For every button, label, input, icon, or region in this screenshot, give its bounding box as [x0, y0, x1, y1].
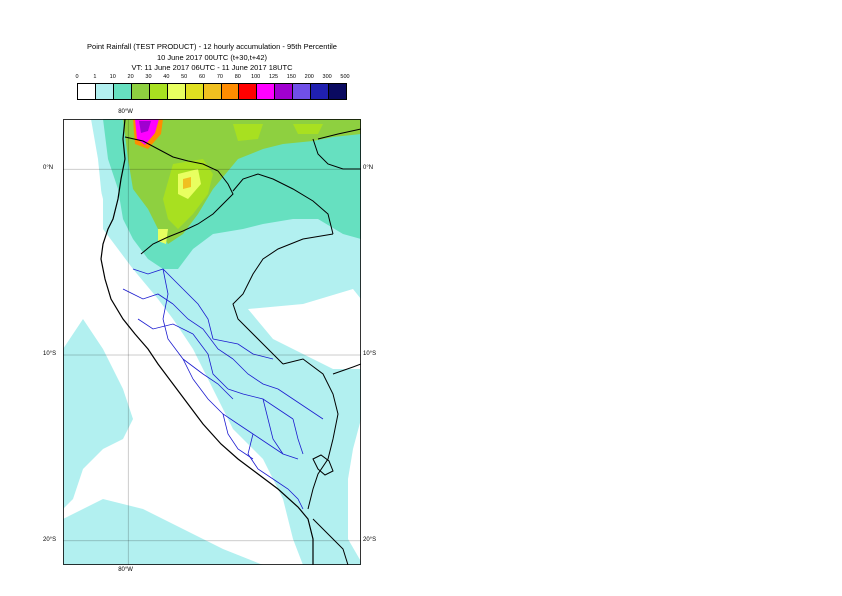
dry-area-west [63, 119, 103, 259]
colombia-brazil-border [317, 128, 362, 140]
legend-tick-label: 80 [234, 74, 241, 80]
peru-colombia-border [232, 173, 334, 235]
legend-tick-label: 500 [340, 74, 350, 80]
legend-tick-label: 200 [304, 74, 314, 80]
legend-tick-label: 300 [322, 74, 332, 80]
legend-swatch [185, 84, 204, 99]
legend-swatch [78, 84, 96, 99]
country-borders [100, 118, 362, 566]
lat-label-10s-left: 10°S [43, 351, 57, 357]
legend-swatch [239, 84, 258, 99]
legend-swatch [221, 84, 240, 99]
lat-label-10s-right: 10°S [363, 351, 377, 357]
ecuador-peru-border [124, 136, 234, 255]
rainfall-map [63, 118, 362, 566]
rain-area-1-10-south [63, 499, 263, 565]
legend-tick-labels: 0 1 10 20 30 40 50 60 70 80 100 125 150 200 300 500 [75, 74, 350, 83]
lat-label-20s-left: 20°S [43, 536, 57, 543]
legend-tick-label: 50 [181, 74, 188, 80]
chile-bolivia-border [312, 518, 349, 566]
title-line-2: 10 June 2017 00UTC (t+30,t+42) [156, 52, 268, 62]
rain-area-highest [139, 121, 151, 133]
title-line-3: VT: 11 June 2017 06UTC - 11 June 2017 18… [131, 63, 293, 72]
legend-tick-label: 70 [216, 74, 223, 80]
legend-tick-label: 60 [199, 74, 206, 80]
peru-brazil-border [232, 233, 334, 365]
lat-label-20s-right: 20°S [363, 536, 377, 543]
chart-titles: Point Rainfall (TEST PRODUCT) - 12 hourl… [62, 42, 362, 74]
legend-swatch [311, 84, 330, 99]
legend-color-bar [77, 83, 347, 100]
lat-label-0-right: 0°N [363, 165, 374, 172]
legend-tick-label: 30 [145, 74, 152, 80]
color-legend: 0 1 10 20 30 40 50 60 70 80 100 125 150 200 300 500 [75, 74, 350, 100]
legend-tick-label: 150 [286, 74, 296, 80]
legend-swatch [167, 84, 186, 99]
rain-area-30-40-b [233, 124, 263, 141]
map-canvas [63, 118, 362, 566]
legend-tick-label: 1 [93, 74, 97, 80]
lat-label-0-left: 0°N [43, 165, 54, 172]
legend-tick-label: 0 [75, 74, 79, 80]
rain-area-10-20-b [333, 129, 361, 229]
admin-boundaries [122, 268, 324, 510]
legend-swatch [203, 84, 222, 99]
legend-tick-label: 10 [109, 74, 116, 80]
rainfall-fields [63, 119, 361, 565]
title-line-1: Point Rainfall (TEST PRODUCT) - 12 hourl… [87, 42, 337, 51]
map-frame [63, 119, 361, 565]
legend-tick-label: 20 [127, 74, 134, 80]
legend-swatch [149, 84, 168, 99]
lon-label-bottom: 80°W [118, 567, 133, 573]
legend-tick-label: 125 [268, 74, 279, 80]
rain-area-30-40-c [293, 124, 323, 134]
dry-area-east [248, 289, 361, 369]
legend-tick-label: 100 [251, 74, 261, 80]
legend-swatch [131, 84, 150, 99]
legend-swatch [257, 84, 276, 99]
graticule [63, 119, 361, 565]
legend-swatch [95, 84, 114, 99]
coastline [100, 118, 314, 565]
legend-swatch [113, 84, 132, 99]
lon-label-top: 80°W [118, 109, 133, 115]
rain-area-1-10-sea [63, 319, 133, 509]
peru-bolivia-border [282, 358, 339, 510]
rain-area-60-70 [183, 177, 191, 189]
legend-swatch [275, 84, 294, 99]
lake-titicaca [312, 454, 334, 476]
legend-swatch [329, 84, 347, 99]
legend-swatch [293, 84, 312, 99]
legend-tick-label: 40 [163, 74, 170, 80]
bolivia-brazil-border [332, 363, 362, 375]
